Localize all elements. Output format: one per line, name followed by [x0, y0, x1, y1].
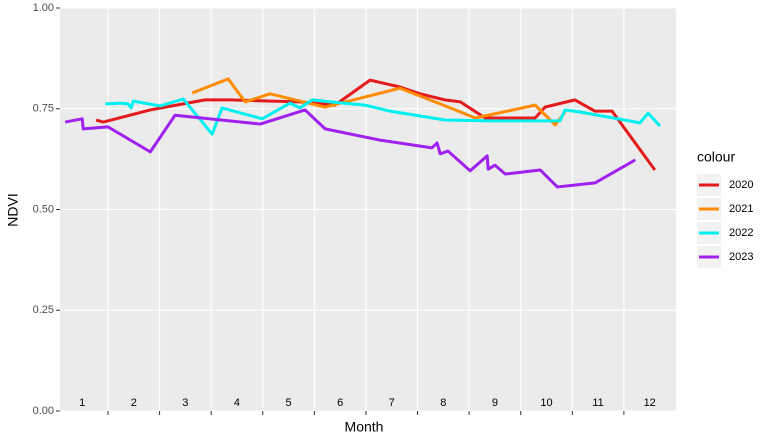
month-label: 10 [540, 397, 552, 409]
y-tick-label: 0.00 [33, 405, 54, 417]
month-label: 1 [79, 397, 85, 409]
legend-label: 2020 [729, 179, 753, 191]
month-label: 8 [440, 397, 446, 409]
y-axis-label: NDVI [5, 193, 21, 226]
legend-label: 2023 [729, 251, 753, 263]
month-label: 11 [592, 397, 603, 409]
y-tick-label: 0.75 [33, 103, 54, 115]
y-tick-label: 0.50 [33, 203, 54, 215]
legend-label: 2022 [729, 227, 753, 239]
legend-title: colour [697, 149, 735, 165]
series-line [105, 97, 662, 136]
month-label: 9 [492, 397, 498, 409]
month-label: 7 [389, 397, 395, 409]
month-label: 6 [337, 397, 343, 409]
legend-label: 2021 [729, 203, 753, 215]
month-label: 3 [182, 397, 188, 409]
y-tick-label: 1.00 [33, 2, 54, 14]
month-label: 2 [131, 397, 137, 409]
y-tick-label: 0.25 [33, 304, 54, 316]
series-line [64, 108, 636, 189]
month-label: 4 [234, 397, 240, 409]
series-line [95, 78, 657, 171]
month-label: 5 [285, 397, 291, 409]
month-label: 12 [644, 397, 656, 409]
x-axis-label: Month [345, 419, 384, 435]
